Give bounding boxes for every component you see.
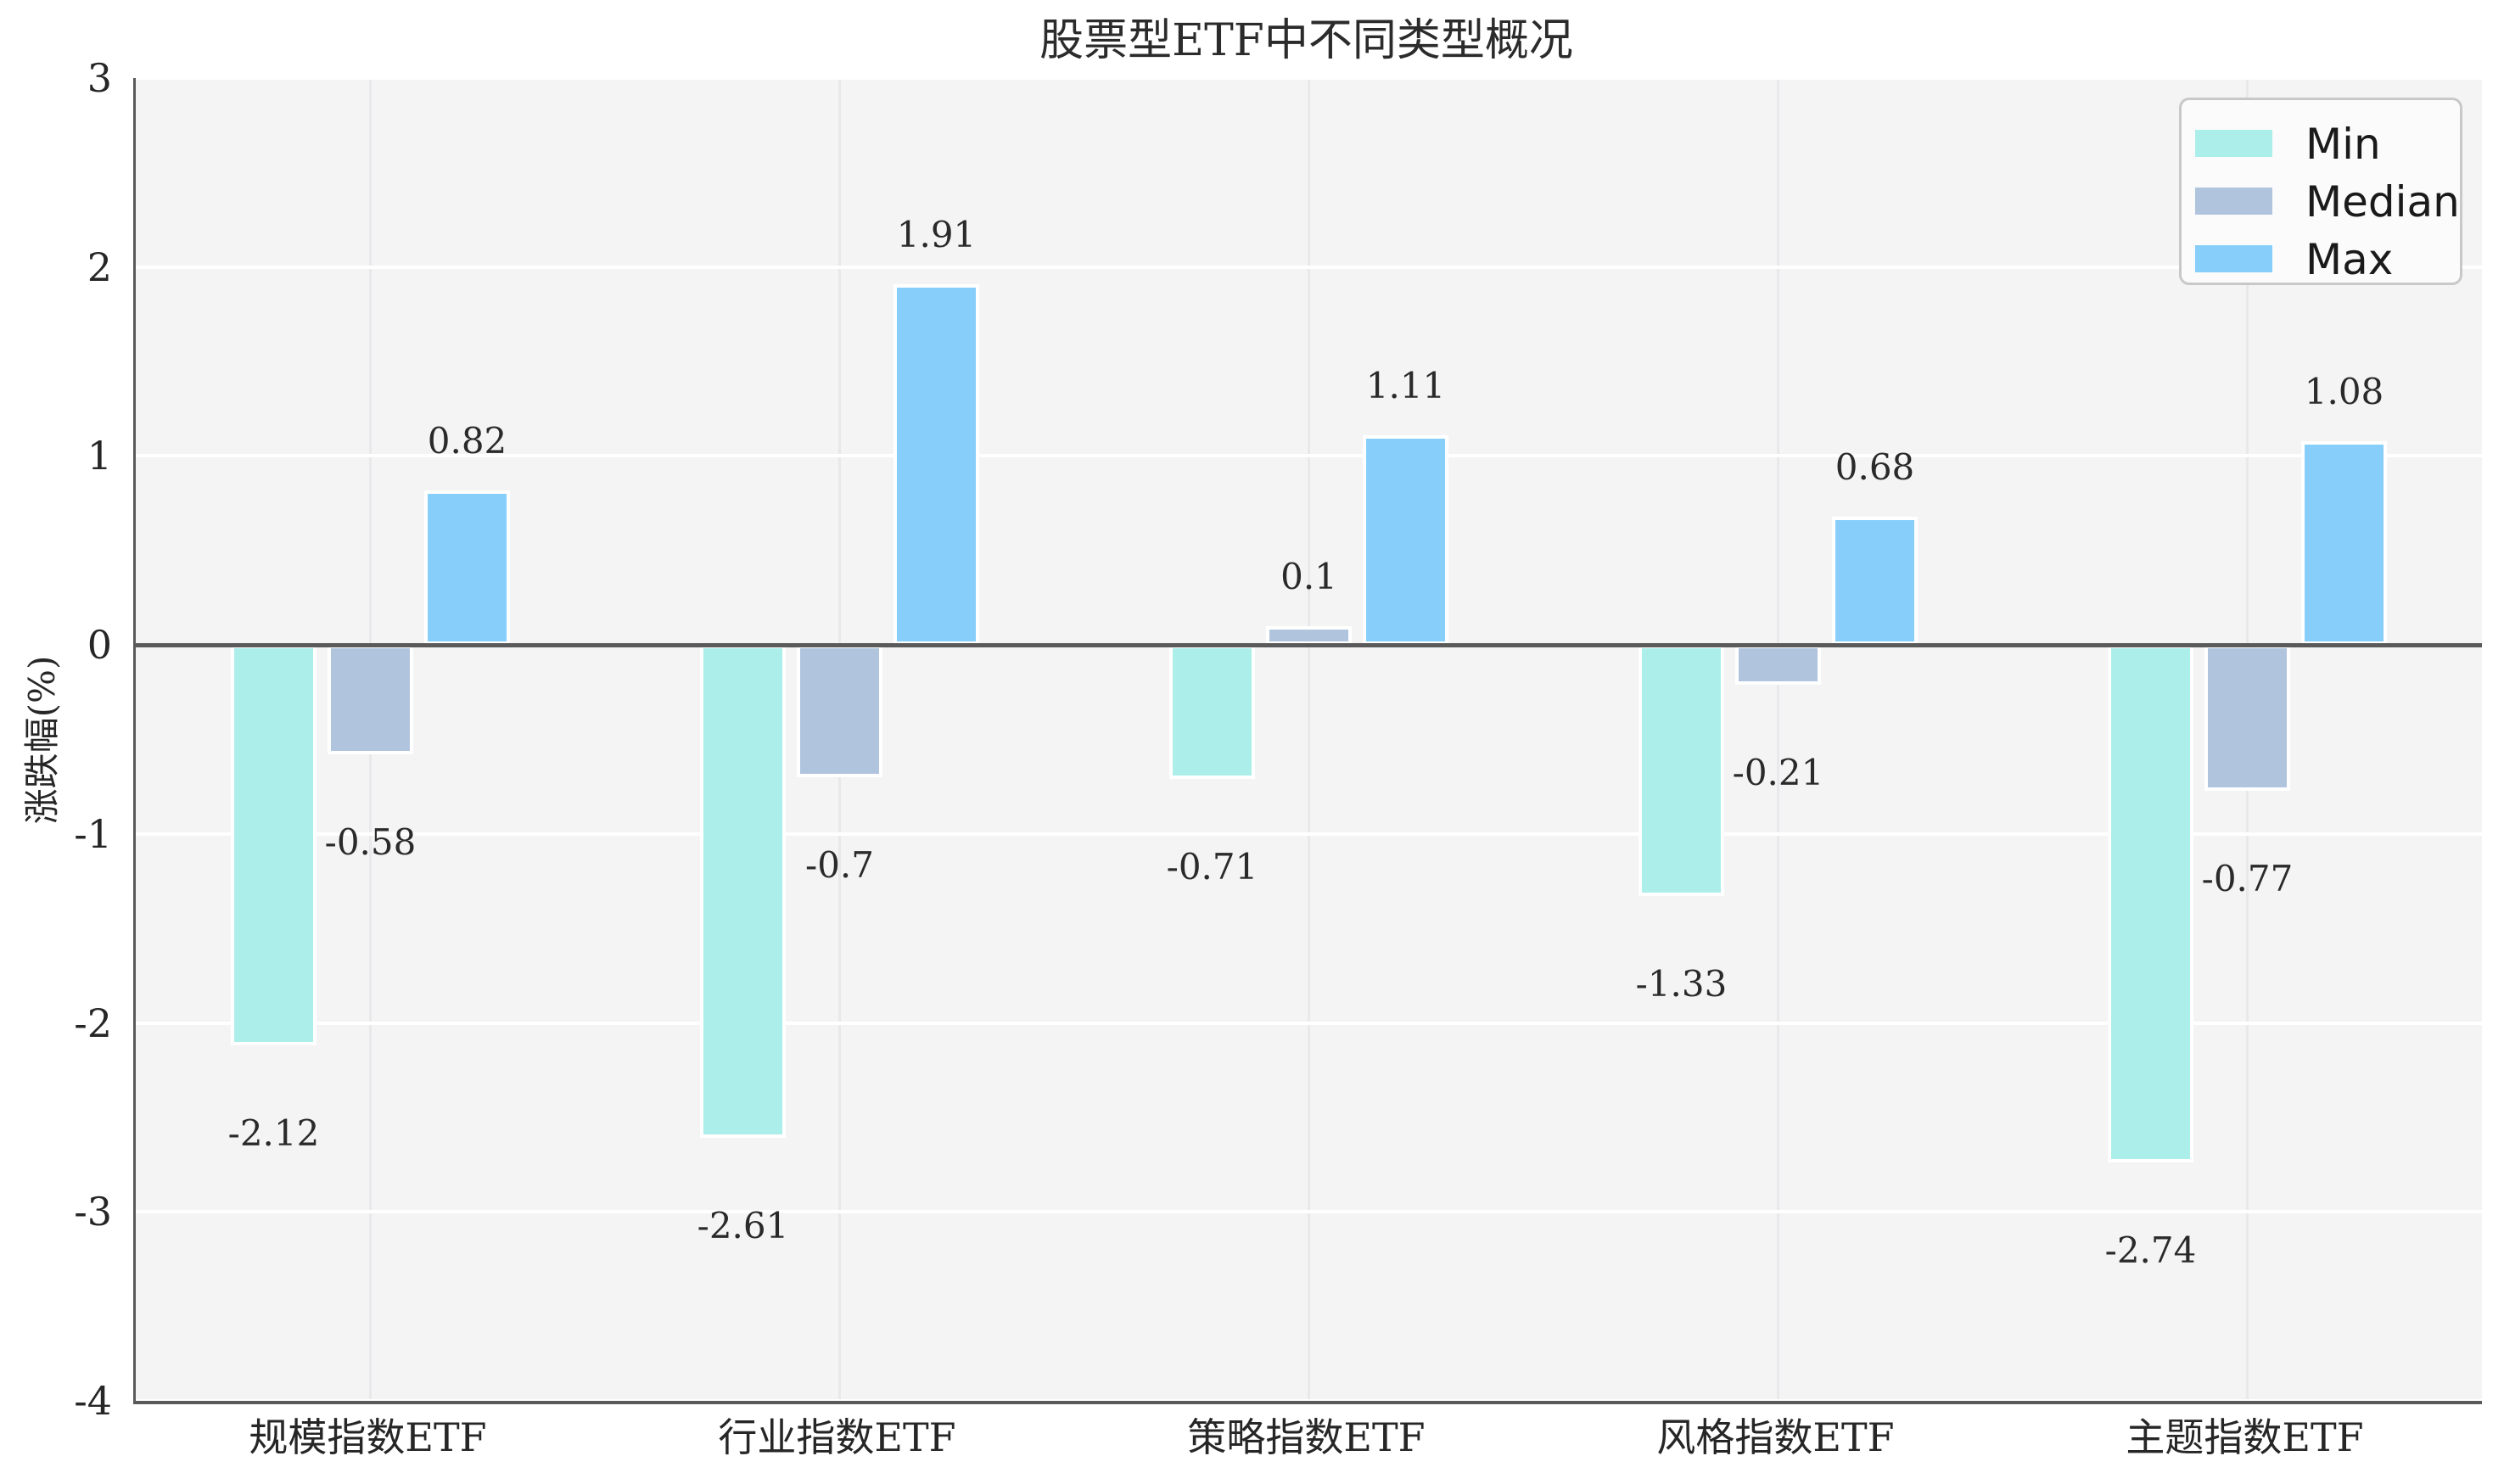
chart-title: 股票型ETF中不同类型概况: [1039, 15, 1573, 66]
x-tick-label: 主题指数ETF: [2126, 1414, 2364, 1460]
bar-max: [1363, 434, 1448, 646]
y-tick-label: -1: [74, 810, 112, 857]
bar-value-label: -0.7: [805, 844, 874, 887]
legend-item: Max: [2182, 231, 2460, 288]
legend-swatch-median: [2195, 188, 2272, 215]
bar-value-label: -0.58: [324, 821, 417, 864]
y-axis-label: 涨跌幅(%): [21, 655, 63, 825]
y-tick-label: 1: [87, 433, 112, 479]
bar-max: [1832, 516, 1918, 646]
horizontal-gridline: [136, 78, 2482, 80]
x-tick-label: 风格指数ETF: [1656, 1414, 1895, 1460]
bar-median: [2204, 645, 2290, 791]
bar-min: [2108, 645, 2193, 1163]
bar-value-label: -0.77: [2201, 857, 2294, 899]
bar-value-label: 0.82: [427, 419, 507, 462]
vertical-gridline: [1777, 78, 1779, 1401]
vertical-gridline: [1308, 78, 1310, 1401]
bar-value-label: -2.61: [697, 1205, 789, 1247]
legend-item: Min: [2182, 115, 2460, 173]
plot-area: -2.12 -2.61 -0.71 -1.33 -2.74 -0.58 -0.7 0.1 -0.…: [133, 78, 2482, 1404]
bar-min: [1169, 645, 1255, 780]
y-tick-label: -3: [74, 1189, 112, 1235]
bar-value-label: -2.74: [2104, 1229, 2197, 1272]
bar-value-label: 1.08: [2304, 370, 2384, 412]
bar-value-label: 1.91: [896, 213, 977, 255]
bar-value-label: -0.71: [1166, 846, 1258, 888]
legend-swatch-max: [2195, 245, 2272, 272]
horizontal-gridline: [136, 265, 2482, 269]
bar-max: [2301, 440, 2387, 646]
horizontal-gridline: [136, 1210, 2482, 1214]
bar-max: [424, 490, 510, 646]
legend: Min Median Max: [2179, 98, 2462, 285]
horizontal-gridline: [136, 832, 2482, 836]
x-tick-label: 行业指数ETF: [718, 1414, 956, 1460]
zero-axis-line: [136, 643, 2482, 648]
horizontal-gridline: [136, 454, 2482, 458]
bar-max: [893, 283, 979, 646]
legend-label: Max: [2305, 235, 2394, 284]
bar-value-label: 0.68: [1835, 445, 1915, 488]
bar-min: [1639, 645, 1724, 897]
legend-swatch-min: [2195, 130, 2272, 157]
y-tick-label: 2: [87, 244, 112, 290]
legend-label: Median: [2305, 177, 2460, 227]
legend-item: Median: [2182, 173, 2460, 231]
bar-median: [1266, 625, 1352, 646]
bar-value-label: -2.12: [227, 1112, 320, 1155]
bar-value-label: -1.33: [1635, 963, 1728, 1005]
bar-median: [1735, 645, 1821, 685]
bar-median: [797, 645, 882, 778]
horizontal-gridline: [136, 1021, 2482, 1025]
x-tick-label: 策略指数ETF: [1187, 1414, 1426, 1460]
y-tick-label: 3: [87, 55, 112, 101]
bar-min: [700, 645, 786, 1139]
x-tick-label: 规模指数ETF: [249, 1414, 487, 1460]
bar-median: [328, 645, 413, 755]
legend-label: Min: [2305, 120, 2381, 169]
bar-min: [231, 645, 317, 1046]
y-tick-label: -4: [74, 1378, 112, 1424]
bar-value-label: -0.21: [1732, 751, 1824, 793]
horizontal-gridline: [136, 1399, 2482, 1401]
y-tick-label: -2: [74, 1000, 112, 1046]
bar-value-label: 1.11: [1365, 364, 1446, 406]
y-tick-label: 0: [87, 622, 112, 669]
bar-value-label: 0.1: [1280, 555, 1337, 597]
